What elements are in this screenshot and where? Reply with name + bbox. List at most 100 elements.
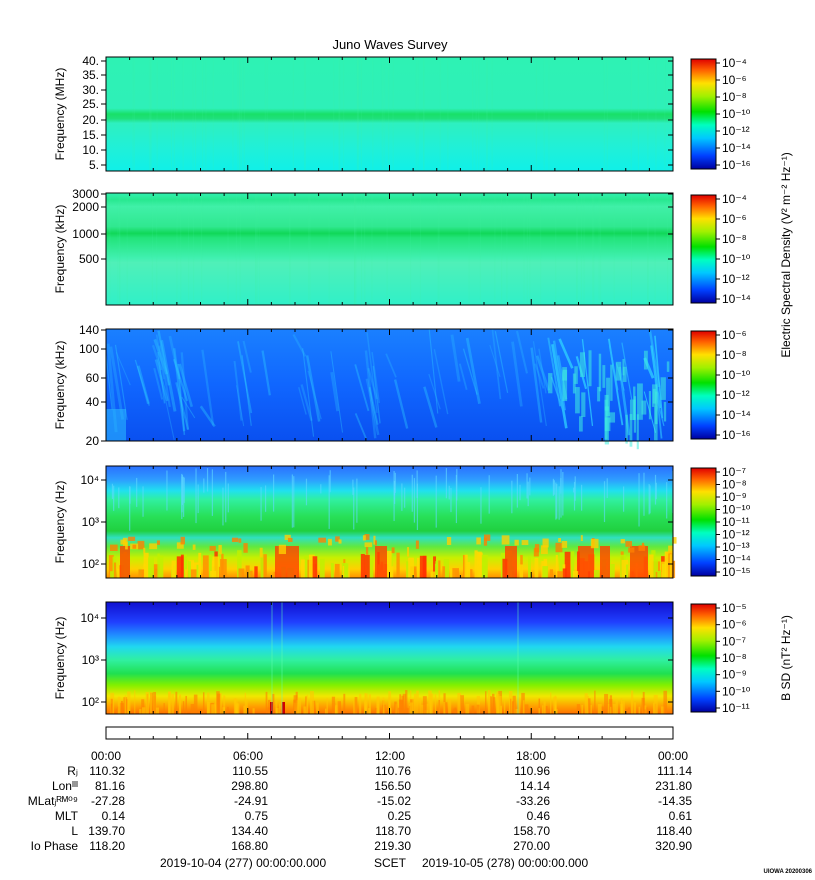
time-label: 18:00 — [516, 749, 546, 763]
colorbar-tick-label: 10⁻¹⁴ — [722, 553, 751, 567]
spectrogram-texture — [109, 193, 669, 305]
y-tick-label: 10³ — [82, 653, 99, 667]
colorbar-tick-label: 10⁻⁷ — [722, 465, 746, 479]
spectrogram-image — [106, 329, 673, 441]
ephemeris-value: 219.30 — [374, 839, 411, 853]
panel-3: 140 100 60 40 20 Frequency (kHz) 10⁻⁶ 10⁻⁸ 10⁻¹⁰… — [53, 323, 751, 450]
ephemeris-label: MLatⱼᴿᴹ⁰⁹ — [28, 794, 78, 808]
spectrogram-image — [106, 193, 673, 305]
colorbar-tick-label: 10⁻¹⁵ — [722, 565, 751, 579]
colorbar — [690, 467, 717, 577]
ephemeris-value: -14.35 — [658, 794, 692, 808]
footer-scet: SCET — [374, 856, 407, 870]
ephemeris-label: Rⱼ — [67, 764, 78, 778]
time-label: 00:00 — [91, 749, 121, 763]
y-tick-label: 25. — [82, 97, 99, 111]
y-tick-label: 10⁴ — [80, 611, 99, 625]
colorbar-tick-label: 10⁻¹² — [722, 124, 750, 138]
ephemeris-value: 110.76 — [375, 764, 411, 778]
y-tick-label: 10² — [82, 695, 99, 709]
time-label: 06:00 — [233, 749, 263, 763]
colorbar-tick-label: 10⁻⁹ — [722, 490, 747, 504]
footer-end-time: 2019-10-05 (278) 00:00:00.000 — [422, 856, 588, 870]
panel-4: 10⁴ 10³ 10² Frequency (Hz) 10⁻⁷10⁻⁸10⁻⁹10⁻¹⁰… — [53, 465, 751, 579]
spectrogram-panels: 40.35.30.25. 20.15.10.5. Frequency (MHz) 10… — [53, 54, 793, 715]
ephemeris-value: 111.14 — [657, 764, 692, 778]
colorbar-tick-label: 10⁻¹⁶ — [722, 428, 751, 442]
colorbar-tick-label: 10⁻⁴ — [722, 56, 747, 70]
ephemeris-value: 118.20 — [89, 839, 125, 853]
ephemeris-value: 118.40 — [656, 824, 692, 838]
colorbar-tick-label: 10⁻⁷ — [722, 634, 746, 648]
shared-colorbar-label: Electric Spectral Density (V² m⁻² Hz⁻¹) — [779, 152, 793, 357]
y-tick-label: 100 — [79, 342, 99, 356]
colorbar-tick-label: 10⁻¹² — [722, 388, 750, 402]
colorbar-tick-label: 10⁻¹³ — [722, 540, 750, 554]
spectrogram-image — [106, 57, 673, 171]
y-tick-label: 140 — [79, 323, 99, 337]
ephemeris-label: Lonᴵᴵᴵ — [52, 779, 78, 793]
footer-start-time: 2019-10-04 (277) 00:00:00.000 — [160, 856, 326, 870]
y-tick-label: 60 — [86, 371, 100, 385]
y-tick-label: 500 — [79, 252, 99, 266]
colorbar-tick-label: 10⁻¹⁰ — [722, 252, 751, 266]
y-tick-label: 3000 — [72, 187, 99, 201]
colorbar-tick-label: 10⁻¹⁰ — [722, 107, 751, 121]
colorbar-label: B SD (nT² Hz⁻¹) — [779, 615, 793, 701]
y-tick-label: 10³ — [82, 515, 99, 529]
colorbar-tick-label: 10⁻¹¹ — [722, 701, 750, 715]
ephemeris-value: 320.90 — [655, 839, 692, 853]
ephemeris-value: 0.46 — [527, 809, 551, 823]
y-tick-label: 10. — [82, 143, 99, 157]
ephemeris-value: 298.80 — [231, 779, 268, 793]
ephemeris-value: 156.50 — [374, 779, 411, 793]
ephemeris-value: 0.25 — [388, 809, 412, 823]
colorbar-tick-label: 10⁻⁵ — [722, 601, 747, 615]
y-tick-label: 1000 — [72, 227, 99, 241]
figure-title: Juno Waves Survey — [332, 37, 448, 52]
panel-5: 10⁴ 10³ 10² Frequency (Hz) 10⁻⁵ 10⁻⁶ 10⁻⁷ 10⁻⁸ 1… — [53, 601, 793, 715]
y-tick-label: 35. — [82, 68, 99, 82]
ephemeris-value: 81.16 — [95, 779, 125, 793]
colorbar-tick-label: 10⁻¹⁶ — [722, 158, 751, 172]
y-tick-label: 20 — [86, 434, 100, 448]
ephemeris-value: -24.91 — [234, 794, 268, 808]
colorbar-tick-label: 10⁻¹⁰ — [722, 684, 751, 698]
colorbar-tick-label: 10⁻⁶ — [722, 618, 747, 632]
spectrogram-texture — [110, 602, 668, 714]
time-label: 12:00 — [375, 749, 405, 763]
y-axis-label: Frequency (MHz) — [53, 68, 67, 161]
colorbar-tick-label: 10⁻⁸ — [722, 348, 747, 362]
colorbar-tick-label: 10⁻¹² — [722, 272, 750, 286]
spectrogram-texture — [132, 57, 666, 171]
colorbar-tick-label: 10⁻¹¹ — [722, 515, 750, 529]
ephemeris-value: -33.26 — [516, 794, 550, 808]
ephemeris-value: -27.28 — [91, 794, 125, 808]
colorbar-tick-label: 10⁻¹⁰ — [722, 503, 751, 517]
y-tick-label: 30. — [82, 83, 99, 97]
colorbar-tick-label: 10⁻¹⁴ — [722, 141, 751, 155]
ephemeris-value: 110.32 — [89, 764, 125, 778]
colorbar — [690, 330, 717, 440]
ephemeris-value: 14.14 — [520, 779, 550, 793]
colorbar-tick-label: 10⁻⁸ — [722, 90, 747, 104]
ephemeris-value: 231.80 — [655, 779, 692, 793]
colorbar — [690, 603, 717, 713]
ephemeris-value: 139.70 — [88, 824, 125, 838]
y-axis-label: Frequency (kHz) — [53, 341, 67, 430]
footer-stamp: UIOWA 20200306 — [764, 869, 813, 875]
colorbar-tick-label: 10⁻⁸ — [722, 651, 747, 665]
colorbar-tick-label: 10⁻¹⁴ — [722, 292, 751, 306]
colorbar-tick-label: 10⁻⁹ — [722, 668, 747, 682]
ephemeris-value: 158.70 — [513, 824, 550, 838]
ephemeris-value: 118.70 — [375, 824, 411, 838]
y-tick-label: 40 — [86, 395, 100, 409]
colorbar-tick-label: 10⁻⁶ — [722, 73, 747, 87]
y-tick-label: 2000 — [72, 200, 99, 214]
colorbar — [690, 58, 717, 170]
time-axis: 00:00 06:00 12:00 18:00 00:00 — [91, 726, 688, 763]
time-label: 00:00 — [658, 749, 688, 763]
ephemeris-value: 168.80 — [231, 839, 268, 853]
ephemeris-value: 0.61 — [669, 809, 693, 823]
